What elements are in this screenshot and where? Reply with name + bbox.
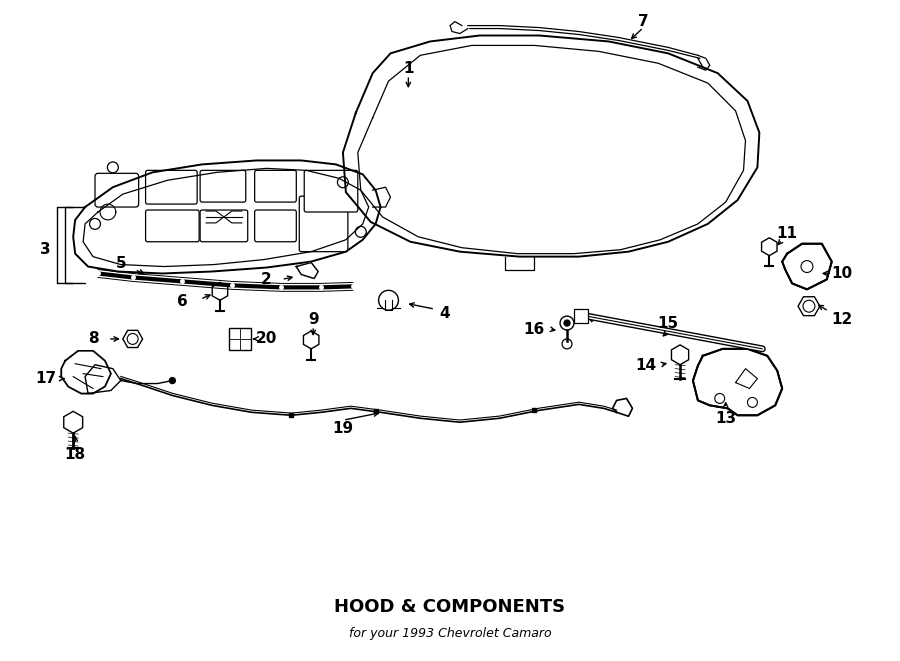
Text: 2: 2 <box>261 272 272 287</box>
Text: 20: 20 <box>256 331 277 346</box>
Text: for your 1993 Chevrolet Camaro: for your 1993 Chevrolet Camaro <box>348 627 552 640</box>
FancyBboxPatch shape <box>255 171 296 202</box>
Polygon shape <box>296 262 318 278</box>
Polygon shape <box>61 351 111 393</box>
FancyBboxPatch shape <box>200 171 246 202</box>
Text: 18: 18 <box>65 447 86 463</box>
Text: 11: 11 <box>777 226 797 241</box>
FancyBboxPatch shape <box>574 309 588 323</box>
FancyBboxPatch shape <box>300 196 348 252</box>
Text: 4: 4 <box>440 305 450 321</box>
Circle shape <box>169 377 176 383</box>
Text: 12: 12 <box>831 311 852 327</box>
Polygon shape <box>693 349 782 415</box>
Text: 19: 19 <box>332 420 354 436</box>
Text: 7: 7 <box>638 14 649 29</box>
Text: 6: 6 <box>177 293 187 309</box>
FancyBboxPatch shape <box>146 171 197 204</box>
Text: 15: 15 <box>658 315 679 330</box>
Text: 9: 9 <box>308 311 319 327</box>
FancyBboxPatch shape <box>95 173 139 207</box>
Text: 5: 5 <box>115 256 126 271</box>
FancyBboxPatch shape <box>146 210 199 242</box>
Polygon shape <box>782 244 832 290</box>
Circle shape <box>564 320 570 326</box>
Text: 13: 13 <box>716 410 736 426</box>
FancyBboxPatch shape <box>200 210 248 242</box>
Text: 1: 1 <box>403 61 414 76</box>
Text: 17: 17 <box>35 371 56 386</box>
Text: 8: 8 <box>87 331 98 346</box>
Text: HOOD & COMPONENTS: HOOD & COMPONENTS <box>335 598 565 615</box>
Text: 3: 3 <box>40 242 50 257</box>
Text: 16: 16 <box>524 321 544 336</box>
FancyBboxPatch shape <box>255 210 296 242</box>
Text: 14: 14 <box>635 358 657 373</box>
FancyBboxPatch shape <box>304 171 358 212</box>
FancyBboxPatch shape <box>229 328 251 350</box>
Text: 10: 10 <box>831 266 852 281</box>
